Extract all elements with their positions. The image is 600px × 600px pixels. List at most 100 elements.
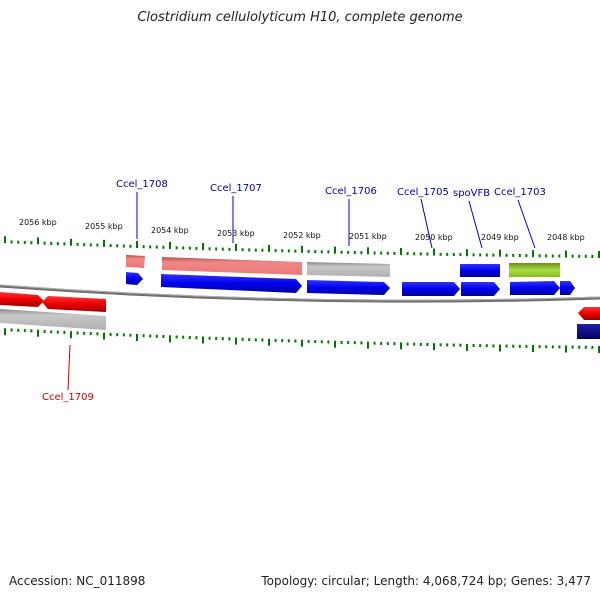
- tick-major: [268, 244, 270, 252]
- feature-navy-lower: [577, 324, 600, 339]
- tick-minor: [188, 336, 191, 339]
- kbp-label: 2049 kbp: [481, 233, 519, 242]
- feature-gray: [307, 262, 390, 277]
- genome-backbone-highlight: [0, 284, 600, 301]
- tick-major: [235, 337, 237, 345]
- tick-minor: [248, 338, 251, 342]
- tick-major: [235, 244, 237, 251]
- tick-minor: [525, 254, 528, 258]
- tick-major: [301, 245, 303, 253]
- tick-minor: [525, 344, 528, 348]
- tick-minor: [353, 251, 356, 254]
- tick-minor: [446, 343, 449, 347]
- tick-minor: [254, 338, 257, 342]
- tick-minor: [413, 342, 416, 346]
- gene-label-spovfb[interactable]: spoVFB: [453, 188, 490, 199]
- tick-major: [169, 335, 171, 343]
- tick-minor: [479, 253, 482, 257]
- tick-minor: [452, 343, 455, 347]
- tick-minor: [261, 248, 264, 252]
- tick-minor: [558, 254, 561, 258]
- tick-minor: [327, 250, 330, 254]
- cds-reverse-left: [0, 292, 44, 307]
- tick-minor: [116, 333, 119, 337]
- tick-minor: [459, 343, 462, 347]
- tick-minor: [406, 252, 409, 256]
- tick-major: [202, 243, 204, 251]
- tick-minor: [43, 241, 46, 245]
- tick-major: [37, 329, 39, 337]
- gene-label-ccel-1708[interactable]: Ccel_1708: [116, 179, 168, 190]
- tick-minor: [578, 254, 581, 258]
- tick-minor: [307, 249, 310, 253]
- tick-minor: [591, 345, 594, 349]
- tick-major: [103, 332, 105, 340]
- tick-minor: [182, 335, 185, 339]
- tick-minor: [419, 342, 422, 346]
- tick-minor: [472, 253, 475, 257]
- tick-minor: [538, 345, 541, 349]
- tick-minor: [63, 330, 66, 334]
- tick-minor: [142, 245, 145, 249]
- tick-minor: [512, 253, 515, 257]
- tick-major: [499, 249, 501, 257]
- tick-minor: [241, 248, 244, 252]
- kbp-label: 2051 kbp: [349, 232, 387, 241]
- tick-minor: [294, 339, 297, 343]
- tick-minor: [571, 345, 574, 349]
- tick-minor: [129, 333, 132, 337]
- tick-minor: [287, 339, 290, 343]
- tick-major: [400, 342, 402, 350]
- tick-minor: [155, 245, 158, 249]
- tick-minor: [551, 345, 554, 349]
- tick-major: [37, 237, 39, 245]
- tick-major: [598, 346, 600, 353]
- tick-major: [433, 248, 435, 256]
- tick-minor: [518, 344, 521, 348]
- gene-label-ccel-1705[interactable]: Ccel_1705: [397, 187, 449, 198]
- tick-major: [433, 343, 435, 351]
- tick-minor: [129, 244, 132, 248]
- cds-forward-1708: [126, 272, 143, 285]
- tick-minor: [347, 250, 350, 254]
- tick-minor: [195, 336, 198, 340]
- gene-label-ccel-1709[interactable]: Ccel_1709: [42, 392, 94, 403]
- label-leader-reverse: [67, 344, 71, 391]
- cds-forward-1705: [402, 282, 460, 296]
- tick-minor: [122, 333, 125, 337]
- tick-major: [532, 345, 534, 352]
- feature-gray-lower: [0, 309, 106, 330]
- tick-major: [334, 340, 336, 348]
- gene-label-ccel-1707[interactable]: Ccel_1707: [210, 183, 262, 194]
- tick-minor: [221, 337, 224, 341]
- tick-minor: [518, 254, 521, 257]
- tick-minor: [254, 248, 257, 252]
- tick-minor: [347, 341, 350, 344]
- cds-reverse-1709: [42, 296, 106, 312]
- tick-minor: [30, 241, 33, 245]
- gene-label-ccel-1706[interactable]: Ccel_1706: [325, 186, 377, 197]
- tick-minor: [340, 340, 343, 344]
- tick-minor: [50, 330, 53, 334]
- tick-row-bottom: [4, 328, 600, 353]
- tick-minor: [23, 240, 26, 244]
- tick-minor: [89, 332, 92, 336]
- tick-major: [202, 336, 204, 344]
- tick-major: [268, 338, 270, 346]
- tick-minor: [320, 250, 323, 254]
- tick-minor: [419, 252, 422, 256]
- tick-minor: [287, 249, 290, 253]
- tick-minor: [30, 329, 33, 333]
- tick-row-top: [4, 236, 600, 258]
- tick-minor: [307, 339, 310, 343]
- tick-minor: [591, 254, 594, 258]
- tick-minor: [175, 246, 178, 250]
- tick-minor: [393, 342, 396, 346]
- tick-major: [532, 250, 534, 258]
- tick-minor: [446, 252, 449, 256]
- tick-minor: [215, 336, 218, 340]
- tick-minor: [386, 342, 389, 346]
- gene-label-ccel-1703[interactable]: Ccel_1703: [494, 187, 546, 198]
- tick-minor: [426, 252, 429, 256]
